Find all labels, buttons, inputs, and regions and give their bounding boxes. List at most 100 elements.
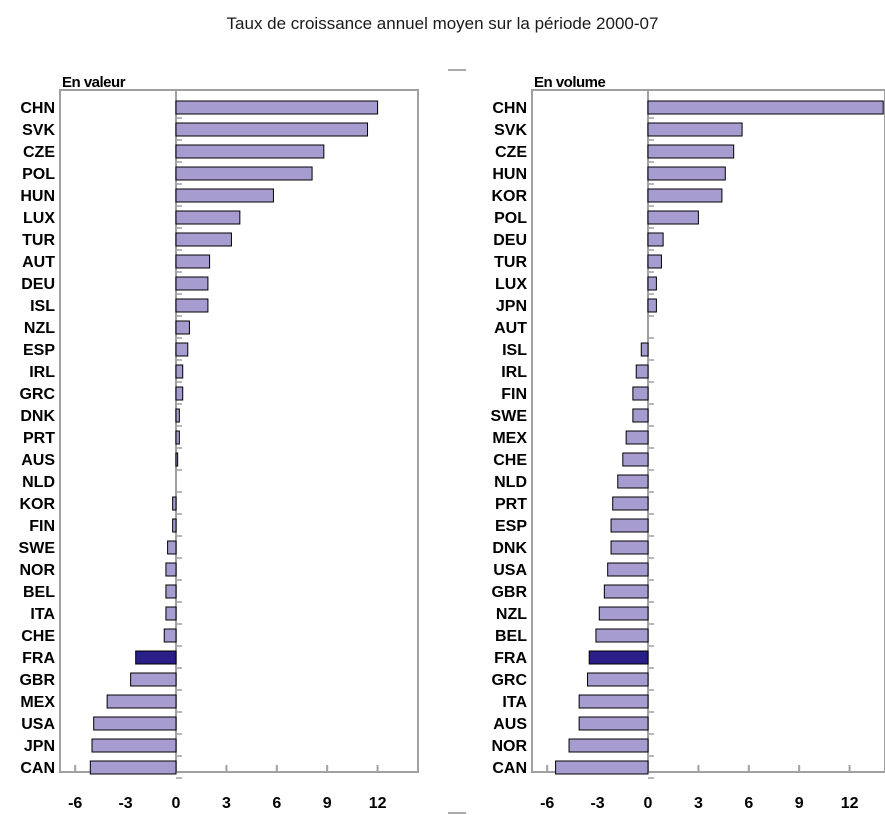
bar-svk <box>647 122 743 137</box>
bar-aus <box>175 452 179 467</box>
category-label-esp: ESP <box>23 342 55 359</box>
category-label-isl: ISL <box>30 298 55 315</box>
bar-fin <box>172 518 177 533</box>
bar-deu <box>175 276 209 291</box>
bar-gbr <box>603 584 649 599</box>
chart-title: Taux de croissance annuel moyen sur la p… <box>226 14 659 33</box>
bar-aut <box>175 254 211 269</box>
category-label-jpn: JPN <box>24 738 55 755</box>
category-label-esp: ESP <box>495 518 527 535</box>
bar-irl <box>175 364 184 379</box>
category-label-che: CHE <box>21 628 55 645</box>
x-tick-label: 6 <box>272 795 281 812</box>
category-label-aus: AUS <box>493 716 527 733</box>
category-label-mex: MEX <box>20 694 55 711</box>
bar-nzl <box>175 320 190 335</box>
bar-kor <box>647 188 723 203</box>
bar-svk <box>175 122 369 137</box>
x-tick-label: 12 <box>369 795 387 812</box>
bar-nzl <box>598 606 649 621</box>
bar-nor <box>568 738 649 753</box>
category-label-nor: NOR <box>19 562 55 579</box>
x-tick-label: -6 <box>540 795 554 812</box>
panel-title: En valeur <box>62 74 126 91</box>
x-tick-label: 0 <box>172 795 181 812</box>
category-label-lux: LUX <box>495 276 527 293</box>
category-label-nzl: NZL <box>24 320 55 337</box>
bar-dnk <box>610 540 649 555</box>
bar-ita <box>578 694 649 709</box>
x-tick-label: -3 <box>118 795 132 812</box>
bar-che <box>163 628 177 643</box>
category-label-tur: TUR <box>494 254 527 271</box>
bar-swe <box>632 408 649 423</box>
bar-hun <box>647 166 726 181</box>
category-label-aut: AUT <box>494 320 527 337</box>
category-label-swe: SWE <box>19 540 56 557</box>
bar-gbr <box>130 672 177 687</box>
bar-prt <box>175 430 180 445</box>
category-label-svk: SVK <box>22 122 55 139</box>
bar-isl <box>640 342 649 357</box>
category-label-dnk: DNK <box>492 540 527 557</box>
category-label-ita: ITA <box>502 694 527 711</box>
bar-dnk <box>175 408 180 423</box>
bar-tur <box>647 254 662 269</box>
bar-isl <box>175 298 209 313</box>
category-label-irl: IRL <box>29 364 55 381</box>
bar-nld <box>617 474 649 489</box>
bar-can <box>89 760 177 775</box>
x-tick-label: -6 <box>68 795 82 812</box>
bar-chn <box>175 100 379 115</box>
category-label-grc: GRC <box>491 672 527 689</box>
bar-lux <box>175 210 241 225</box>
bar-can <box>555 760 649 775</box>
category-label-jpn: JPN <box>496 298 527 315</box>
bar-cze <box>647 144 735 159</box>
bar-jpn <box>91 738 177 753</box>
x-tick-label: 0 <box>644 795 653 812</box>
bar-mex <box>625 430 649 445</box>
category-label-deu: DEU <box>493 232 527 249</box>
category-label-fin: FIN <box>29 518 55 535</box>
category-label-bel: BEL <box>495 628 527 645</box>
category-label-usa: USA <box>493 562 527 579</box>
bar-esp <box>610 518 649 533</box>
bar-cze <box>175 144 325 159</box>
bar-pol <box>647 210 699 225</box>
category-label-prt: PRT <box>23 430 55 447</box>
plot-frame <box>59 89 419 773</box>
category-label-mex: MEX <box>492 430 527 447</box>
bar-esp <box>175 342 189 357</box>
category-label-cze: CZE <box>495 144 527 161</box>
bar-lux <box>647 276 657 291</box>
category-label-isl: ISL <box>502 342 527 359</box>
category-label-fin: FIN <box>501 386 527 403</box>
x-tick-label: 3 <box>222 795 231 812</box>
category-label-nzl: NZL <box>496 606 527 623</box>
x-tick-label: 9 <box>795 795 804 812</box>
category-label-deu: DEU <box>21 276 55 293</box>
bar-tur <box>175 232 232 247</box>
panel-en-volume: En volume -6 -3 0 3 6 9 12 CHN SVK CZE HUN KOR POL DEU… <box>491 74 885 812</box>
category-label-lux: LUX <box>23 210 55 227</box>
category-label-ita: ITA <box>30 606 55 623</box>
bar-prt <box>612 496 649 511</box>
category-label-swe: SWE <box>491 408 528 425</box>
category-label-prt: PRT <box>495 496 527 513</box>
bar-usa <box>93 716 177 731</box>
category-label-pol: POL <box>494 210 527 227</box>
category-label-fra: FRA <box>494 650 527 667</box>
bar-swe <box>167 540 177 555</box>
category-label-chn: CHN <box>492 100 527 117</box>
bar-pol <box>175 166 313 181</box>
x-tick-label: 12 <box>841 795 859 812</box>
bar-kor <box>172 496 177 511</box>
bar-grc <box>175 386 184 401</box>
bar-jpn <box>647 298 657 313</box>
panel-en-valeur: En valeur -6 -3 0 3 6 9 12 CHN SVK CZE POL HUN LUX TUR… <box>19 74 419 812</box>
bar-bel <box>595 628 649 643</box>
category-label-bel: BEL <box>23 584 55 601</box>
